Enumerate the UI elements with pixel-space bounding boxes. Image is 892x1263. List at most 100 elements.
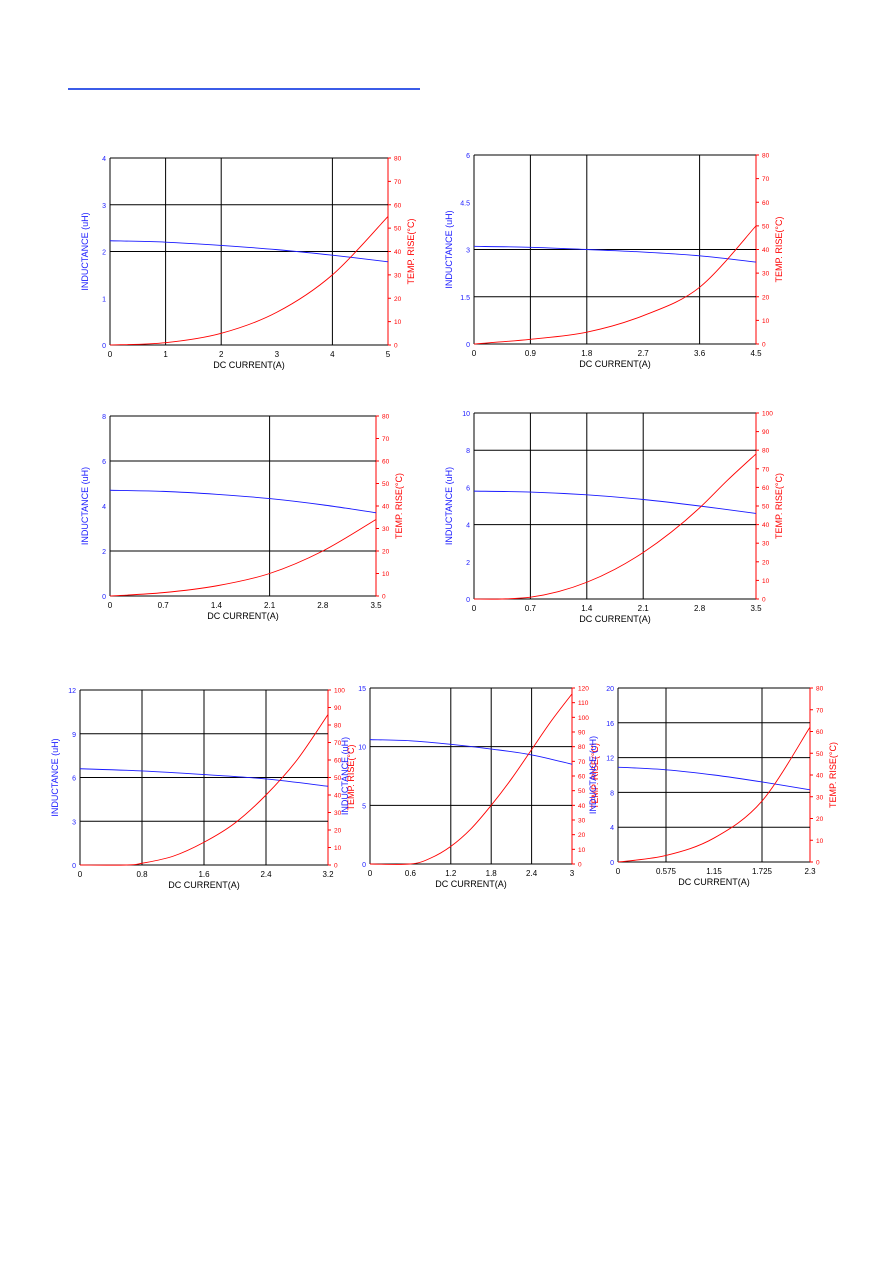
inductance-curve <box>473 490 757 514</box>
right-axis-title: TEMP. RISE(°C) <box>406 219 416 285</box>
right-tick-label: 40 <box>394 249 402 256</box>
x-tick-label: 2.3 <box>804 867 816 876</box>
right-tick-label: 20 <box>816 816 824 823</box>
x-axis-title: DC CURRENT(A) <box>207 611 279 621</box>
chart-4: 0 0.7 1.4 2.1 2.8 3.5024681001020304050607080… <box>444 411 784 625</box>
right-tick-label: 100 <box>334 688 345 695</box>
right-tick-label: 70 <box>816 707 824 714</box>
right-tick-label: 10 <box>816 838 824 845</box>
right-tick-label: 80 <box>762 448 770 455</box>
right-tick-label: 0 <box>382 594 386 601</box>
x-tick-label: 2 <box>219 350 224 359</box>
x-tick-label: 2.8 <box>317 601 329 610</box>
x-tick-label: 0 <box>472 349 477 358</box>
left-tick-label: 0 <box>466 342 470 349</box>
x-tick-label: 0 <box>108 350 113 359</box>
x-tick-label: 2.1 <box>638 604 650 613</box>
right-tick-label: 90 <box>578 730 586 737</box>
right-tick-label: 30 <box>334 810 342 817</box>
right-tick-label: 30 <box>578 818 586 825</box>
left-tick-label: 20 <box>606 686 614 693</box>
x-axis-title: DC CURRENT(A) <box>435 879 507 889</box>
x-tick-label: 2.1 <box>264 601 276 610</box>
right-tick-label: 20 <box>394 296 402 303</box>
x-tick-label: 1.2 <box>445 869 457 878</box>
left-tick-label: 4 <box>466 523 470 530</box>
x-axis-title: DC CURRENT(A) <box>579 614 651 624</box>
left-tick-label: 6 <box>102 459 106 466</box>
left-tick-label: 2 <box>466 560 470 567</box>
x-tick-label: 4 <box>330 350 335 359</box>
left-tick-label: 2 <box>102 250 106 257</box>
right-tick-label: 10 <box>334 845 342 852</box>
right-tick-label: 40 <box>816 773 824 780</box>
left-tick-label: 0 <box>362 862 366 869</box>
left-tick-label: 4 <box>102 156 106 163</box>
left-tick-label: 1 <box>102 296 106 303</box>
right-tick-label: 60 <box>816 729 824 736</box>
x-tick-label: 0.8 <box>136 870 148 879</box>
temp-rise-curve <box>473 225 757 345</box>
right-tick-label: 30 <box>762 271 770 278</box>
right-tick-label: 40 <box>382 504 390 511</box>
left-axis-title: INDUCTANCE (uH) <box>444 467 454 545</box>
right-tick-label: 20 <box>578 832 586 839</box>
x-tick-label: 2.7 <box>638 349 650 358</box>
right-axis-title: TEMP. RISE(°C) <box>774 217 784 283</box>
right-tick-label: 50 <box>578 788 586 795</box>
chart-7: 0 0.575 1.15 1.725 2.30481216200102030405060… <box>588 686 838 888</box>
right-tick-label: 70 <box>762 176 770 183</box>
header-rule <box>68 88 420 90</box>
x-tick-label: 2.4 <box>260 870 272 879</box>
right-tick-label: 60 <box>762 200 770 207</box>
left-tick-label: 4 <box>102 504 106 511</box>
left-tick-label: 15 <box>358 686 366 693</box>
temp-rise-curve <box>617 726 811 863</box>
right-tick-label: 70 <box>334 740 342 747</box>
right-tick-label: 80 <box>334 723 342 730</box>
right-tick-label: 30 <box>816 794 824 801</box>
left-tick-label: 0 <box>610 860 614 867</box>
left-tick-label: 4 <box>610 825 614 832</box>
x-tick-label: 1.6 <box>198 870 210 879</box>
temp-rise-curve <box>473 453 757 600</box>
x-tick-label: 0 <box>472 604 477 613</box>
right-tick-label: 0 <box>334 863 338 870</box>
right-tick-label: 80 <box>394 156 402 163</box>
x-tick-label: 1.725 <box>752 867 773 876</box>
inductance-curve <box>617 766 811 791</box>
left-tick-label: 10 <box>462 411 470 418</box>
x-tick-label: 2.8 <box>694 604 706 613</box>
left-axis-title: INDUCTANCE (uH) <box>588 736 598 814</box>
right-tick-label: 80 <box>816 686 824 693</box>
right-tick-label: 80 <box>578 744 586 751</box>
right-tick-label: 20 <box>334 828 342 835</box>
temp-rise-curve <box>369 693 573 865</box>
right-axis-title: TEMP. RISE(°C) <box>394 473 404 539</box>
right-tick-label: 60 <box>382 459 390 466</box>
x-tick-label: 0.7 <box>158 601 170 610</box>
left-tick-label: 2 <box>102 549 106 556</box>
right-tick-label: 70 <box>578 759 586 766</box>
x-tick-label: 0.9 <box>525 349 537 358</box>
inductance-curve <box>369 739 573 765</box>
right-tick-label: 60 <box>578 774 586 781</box>
right-tick-label: 30 <box>394 272 402 279</box>
right-tick-label: 70 <box>762 466 770 473</box>
x-tick-label: 1.4 <box>581 604 593 613</box>
right-tick-label: 0 <box>394 343 398 350</box>
right-tick-label: 20 <box>762 559 770 566</box>
x-axis-title: DC CURRENT(A) <box>678 877 750 887</box>
left-tick-label: 0 <box>102 343 106 350</box>
left-axis-title: INDUCTANCE (uH) <box>340 737 350 815</box>
right-tick-label: 110 <box>578 700 589 707</box>
right-tick-label: 0 <box>578 862 582 869</box>
right-tick-label: 90 <box>334 705 342 712</box>
left-tick-label: 6 <box>466 153 470 160</box>
right-tick-label: 90 <box>762 429 770 436</box>
left-tick-label: 8 <box>466 448 470 455</box>
x-tick-label: 4.5 <box>750 349 762 358</box>
x-tick-label: 1 <box>163 350 168 359</box>
left-tick-label: 12 <box>606 756 614 763</box>
x-tick-label: 3.5 <box>750 604 762 613</box>
